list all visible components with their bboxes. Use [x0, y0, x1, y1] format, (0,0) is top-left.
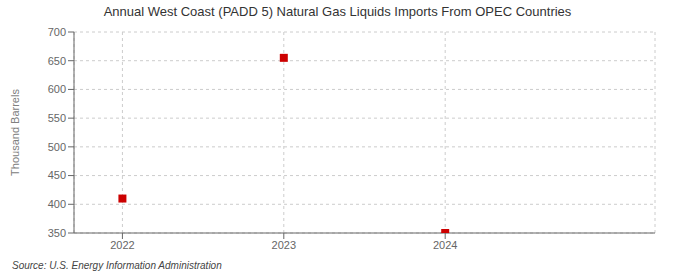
svg-text:500: 500 — [48, 141, 66, 153]
svg-text:2023: 2023 — [272, 239, 296, 251]
html-text:Annual West Coast (PADD 5) Nat: Annual West Coast (PADD 5) Natural Gas L… — [103, 4, 572, 19]
svg-text:400: 400 — [48, 198, 66, 210]
html-text:Source: U.S. Energy Informatio: Source: U.S. Energy Information Administ… — [12, 260, 222, 271]
svg-text:650: 650 — [48, 55, 66, 67]
svg-text:700: 700 — [48, 26, 66, 38]
svg-text:550: 550 — [48, 112, 66, 124]
svg-text:600: 600 — [48, 83, 66, 95]
svg-text:Thousand Barrels: Thousand Barrels — [9, 89, 21, 176]
svg-text:2022: 2022 — [110, 239, 134, 251]
svg-text:2024: 2024 — [433, 239, 457, 251]
svg-text:450: 450 — [48, 169, 66, 181]
svg-text:350: 350 — [48, 227, 66, 239]
